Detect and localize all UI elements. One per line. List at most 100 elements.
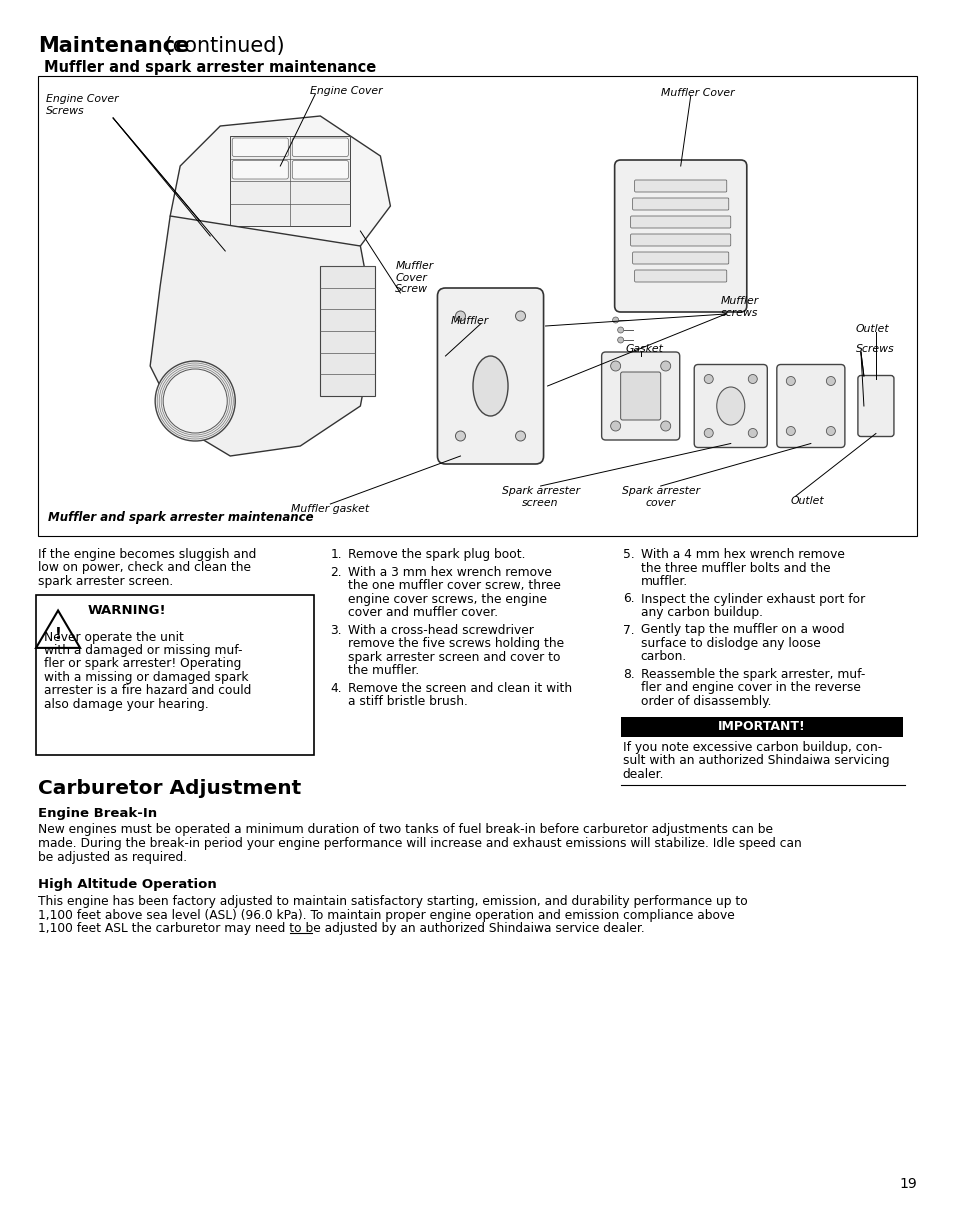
Polygon shape (170, 116, 390, 256)
Text: order of disassembly.: order of disassembly. (640, 695, 770, 709)
Text: with a missing or damaged spark: with a missing or damaged spark (44, 671, 249, 684)
Circle shape (660, 421, 670, 431)
FancyBboxPatch shape (776, 365, 844, 448)
Text: Muffler and spark arrester maintenance: Muffler and spark arrester maintenance (48, 511, 314, 524)
Ellipse shape (473, 356, 508, 416)
Text: 5.: 5. (622, 548, 634, 561)
Polygon shape (150, 216, 375, 456)
Text: With a 3 mm hex wrench remove: With a 3 mm hex wrench remove (348, 566, 552, 578)
Circle shape (617, 327, 623, 333)
FancyBboxPatch shape (232, 161, 288, 179)
Text: WARNING!: WARNING! (88, 605, 167, 618)
FancyBboxPatch shape (632, 252, 728, 264)
Text: also damage your hearing.: also damage your hearing. (44, 698, 209, 711)
Text: Screws: Screws (855, 344, 894, 354)
Text: Engine Cover
Screws: Engine Cover Screws (46, 94, 118, 116)
Circle shape (515, 311, 525, 321)
Ellipse shape (716, 387, 744, 425)
Text: IMPORTANT!: IMPORTANT! (718, 719, 805, 733)
FancyBboxPatch shape (437, 288, 543, 463)
Polygon shape (36, 611, 80, 648)
Text: 7.: 7. (622, 624, 634, 636)
Text: Engine Break-In: Engine Break-In (38, 806, 157, 820)
Text: Gasket: Gasket (625, 344, 663, 354)
Text: High Altitude Operation: High Altitude Operation (38, 877, 216, 891)
Text: the one muffler cover screw, three: the one muffler cover screw, three (348, 579, 560, 591)
Text: any carbon buildup.: any carbon buildup. (640, 606, 761, 619)
FancyBboxPatch shape (857, 375, 893, 437)
Text: arrester is a fire hazard and could: arrester is a fire hazard and could (44, 684, 252, 698)
Bar (320, 266, 375, 396)
Text: 8.: 8. (622, 667, 634, 681)
Text: a stiff bristle brush.: a stiff bristle brush. (348, 695, 468, 709)
Text: Never operate the unit: Never operate the unit (44, 630, 184, 643)
Text: Muffler and spark arrester maintenance: Muffler and spark arrester maintenance (44, 60, 375, 75)
Text: fler or spark arrester! Operating: fler or spark arrester! Operating (44, 658, 241, 671)
FancyBboxPatch shape (634, 270, 726, 282)
Text: Maintenance: Maintenance (38, 36, 190, 56)
Text: remove the five screws holding the: remove the five screws holding the (348, 637, 564, 651)
Text: dealer.: dealer. (622, 768, 663, 781)
Circle shape (455, 311, 465, 321)
Circle shape (163, 369, 227, 433)
Text: 1,100 feet ASL the carburetor may need to be adjusted by an authorized Shindaiwa: 1,100 feet ASL the carburetor may need t… (38, 922, 644, 935)
Circle shape (610, 421, 620, 431)
Text: be adjusted as required.: be adjusted as required. (38, 851, 187, 863)
Text: carbon.: carbon. (640, 651, 686, 664)
Circle shape (747, 428, 757, 437)
FancyBboxPatch shape (694, 365, 766, 448)
Text: made. During the break-in period your engine performance will increase and exhau: made. During the break-in period your en… (38, 836, 801, 850)
Text: Spark arrester
cover: Spark arrester cover (621, 486, 699, 508)
Text: low on power, check and clean the: low on power, check and clean the (38, 561, 251, 575)
Text: Muffler Cover: Muffler Cover (660, 88, 734, 98)
Circle shape (660, 361, 670, 371)
Circle shape (825, 377, 835, 385)
Circle shape (825, 426, 835, 436)
Text: New engines must be operated a minimum duration of two tanks of fuel break-in be: New engines must be operated a minimum d… (38, 823, 772, 836)
Circle shape (155, 361, 235, 441)
FancyBboxPatch shape (630, 234, 730, 246)
Text: fler and engine cover in the reverse: fler and engine cover in the reverse (640, 682, 860, 694)
Text: 4.: 4. (330, 682, 341, 694)
Text: sult with an authorized Shindaiwa servicing: sult with an authorized Shindaiwa servic… (622, 754, 888, 766)
Text: 2.: 2. (330, 566, 341, 578)
Circle shape (747, 374, 757, 384)
Circle shape (455, 431, 465, 441)
Text: Spark arrester
screen: Spark arrester screen (501, 486, 579, 508)
Circle shape (515, 431, 525, 441)
Text: cover and muffler cover.: cover and muffler cover. (348, 606, 498, 619)
Text: !: ! (54, 628, 61, 642)
FancyBboxPatch shape (232, 138, 288, 157)
Text: (continued): (continued) (158, 36, 285, 56)
FancyBboxPatch shape (630, 216, 730, 228)
Circle shape (703, 428, 713, 437)
Text: 1.: 1. (330, 548, 341, 561)
Text: the three muffler bolts and the: the three muffler bolts and the (640, 561, 829, 575)
Bar (230, 136, 350, 226)
Text: engine cover screws, the engine: engine cover screws, the engine (348, 593, 547, 606)
Circle shape (612, 317, 618, 323)
Text: Inspect the cylinder exhaust port for: Inspect the cylinder exhaust port for (640, 593, 864, 606)
Text: the muffler.: the muffler. (348, 664, 419, 677)
FancyBboxPatch shape (632, 198, 728, 210)
Text: Carburetor Adjustment: Carburetor Adjustment (38, 779, 301, 798)
Bar (36, 595, 314, 754)
Bar (38, 76, 916, 536)
Text: Gently tap the muffler on a wood: Gently tap the muffler on a wood (640, 624, 843, 636)
Circle shape (785, 377, 795, 385)
Text: 3.: 3. (330, 624, 341, 636)
Text: With a cross-head screwdriver: With a cross-head screwdriver (348, 624, 534, 636)
Text: with a damaged or missing muf-: with a damaged or missing muf- (44, 645, 242, 657)
Circle shape (617, 337, 623, 343)
Text: If you note excessive carbon buildup, con-: If you note excessive carbon buildup, co… (622, 741, 881, 753)
Text: Reassemble the spark arrester, muf-: Reassemble the spark arrester, muf- (640, 667, 864, 681)
Text: Muffler: Muffler (450, 316, 488, 326)
FancyBboxPatch shape (601, 352, 679, 441)
Text: Engine Cover: Engine Cover (310, 86, 382, 97)
Text: If the engine becomes sluggish and: If the engine becomes sluggish and (38, 548, 256, 561)
Circle shape (610, 361, 620, 371)
Text: surface to dislodge any loose: surface to dislodge any loose (640, 637, 820, 651)
Text: spark arrester screen.: spark arrester screen. (38, 575, 173, 588)
FancyBboxPatch shape (634, 180, 726, 192)
Text: Remove the screen and clean it with: Remove the screen and clean it with (348, 682, 572, 694)
